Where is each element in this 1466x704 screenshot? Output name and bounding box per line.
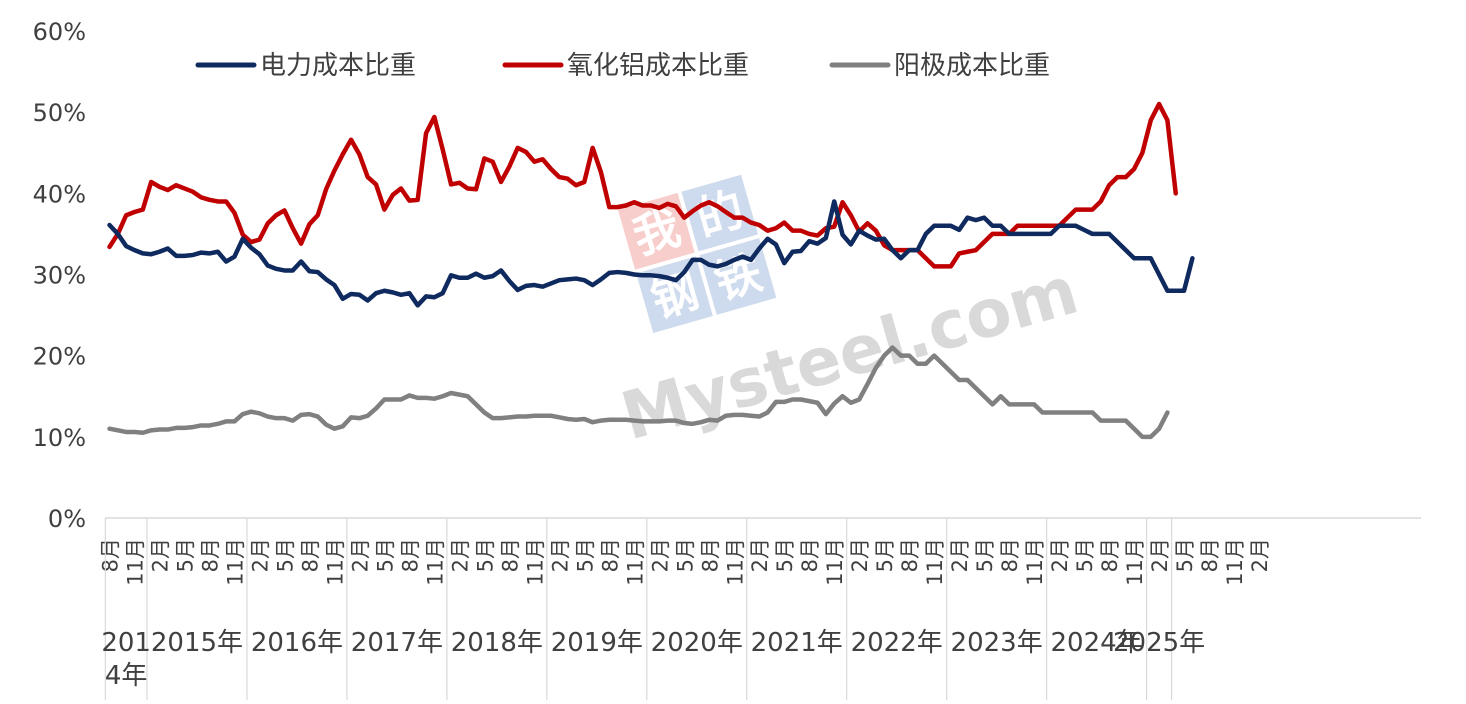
x-tick-label: 11月 bbox=[423, 538, 447, 586]
x-tick-label: 2月 bbox=[1048, 538, 1072, 572]
x-tick-label: 8月 bbox=[698, 538, 722, 572]
x-tick-label: 8月 bbox=[1098, 538, 1122, 572]
year-label: 201 bbox=[101, 628, 151, 658]
x-tick-label: 2月 bbox=[1148, 538, 1172, 572]
x-tick-label: 5月 bbox=[1073, 538, 1097, 572]
y-tick-label: 10% bbox=[33, 424, 86, 452]
series-line bbox=[107, 101, 1178, 269]
x-tick-label: 8月 bbox=[898, 538, 922, 572]
x-tick-label: 2月 bbox=[348, 538, 372, 572]
x-tick-label: 5月 bbox=[1173, 538, 1197, 572]
x-tick-label: 2月 bbox=[248, 538, 272, 572]
year-label: 2022年 bbox=[851, 628, 943, 658]
x-tick-label: 11月 bbox=[123, 538, 147, 586]
series-layer bbox=[107, 101, 1195, 440]
x-tick-label: 11月 bbox=[623, 538, 647, 586]
year-label: 2024年 bbox=[1051, 628, 1143, 658]
year-label: 2025年 bbox=[1113, 628, 1205, 658]
x-tick-label: 5月 bbox=[273, 538, 297, 572]
x-tick-label: 5月 bbox=[473, 538, 497, 572]
x-tick-label: 8月 bbox=[198, 538, 222, 572]
x-tick-label: 2月 bbox=[748, 538, 772, 572]
x-tick-label: 2月 bbox=[1248, 538, 1272, 572]
year-label: 2018年 bbox=[451, 628, 543, 658]
axes: 0%10%20%30%40%50%60%8月 11月 2月 5月 8月 11月 2月 5月 8月… bbox=[33, 18, 1421, 700]
x-tick-label: 2月 bbox=[148, 538, 172, 572]
x-tick-label: 8月 bbox=[498, 538, 522, 572]
series-line bbox=[107, 345, 1170, 440]
y-tick-label: 60% bbox=[33, 18, 86, 46]
legend-label: 电力成本比重 bbox=[260, 51, 416, 81]
x-tick-label: 8月 bbox=[99, 538, 123, 572]
x-tick-label: 5月 bbox=[673, 538, 697, 572]
year-label: 2021年 bbox=[751, 628, 843, 658]
x-tick-label: 11月 bbox=[1223, 538, 1247, 586]
x-tick-label: 5月 bbox=[573, 538, 597, 572]
year-label: 2020年 bbox=[651, 628, 743, 658]
series-line bbox=[107, 199, 1195, 308]
x-tick-label: 11月 bbox=[223, 538, 247, 586]
x-tick-label: 8月 bbox=[298, 538, 322, 572]
x-tick-label: 2月 bbox=[948, 538, 972, 572]
year-label: 2017年 bbox=[351, 628, 443, 658]
x-tick-label: 2月 bbox=[548, 538, 572, 572]
x-tick-label: 11月 bbox=[723, 538, 747, 586]
y-tick-label: 0% bbox=[48, 505, 86, 533]
year-label: 2016年 bbox=[251, 628, 343, 658]
year-label: 2015年 bbox=[151, 628, 243, 658]
x-tick-label: 11月 bbox=[823, 538, 847, 586]
y-tick-label: 30% bbox=[33, 262, 86, 290]
x-tick-label: 11月 bbox=[1123, 538, 1147, 586]
year-label: 2023年 bbox=[951, 628, 1043, 658]
y-tick-label: 50% bbox=[33, 99, 86, 127]
x-tick-label: 8月 bbox=[598, 538, 622, 572]
x-tick-label: 5月 bbox=[173, 538, 197, 572]
y-tick-label: 40% bbox=[33, 180, 86, 208]
year-label: 4年 bbox=[105, 661, 148, 691]
x-tick-label: 11月 bbox=[323, 538, 347, 586]
x-tick-label: 5月 bbox=[373, 538, 397, 572]
year-label: 2019年 bbox=[551, 628, 643, 658]
x-tick-label: 8月 bbox=[998, 538, 1022, 572]
x-tick-label: 11月 bbox=[923, 538, 947, 586]
x-tick-label: 11月 bbox=[523, 538, 547, 586]
x-tick-label: 8月 bbox=[398, 538, 422, 572]
x-tick-label: 5月 bbox=[873, 538, 897, 572]
x-tick-label: 2月 bbox=[848, 538, 872, 572]
x-tick-label: 8月 bbox=[1198, 538, 1222, 572]
x-tick-label: 11月 bbox=[1023, 538, 1047, 586]
legend: 电力成本比重 氧化铝成本比重 阳极成本比重 bbox=[195, 51, 1050, 81]
legend-label: 阳极成本比重 bbox=[894, 51, 1050, 81]
y-tick-label: 20% bbox=[33, 343, 86, 371]
legend-label: 氧化铝成本比重 bbox=[567, 51, 749, 81]
x-tick-label: 5月 bbox=[773, 538, 797, 572]
x-tick-label: 2月 bbox=[448, 538, 472, 572]
x-tick-label: 8月 bbox=[798, 538, 822, 572]
x-tick-label: 5月 bbox=[973, 538, 997, 572]
x-tick-label: 2月 bbox=[648, 538, 672, 572]
